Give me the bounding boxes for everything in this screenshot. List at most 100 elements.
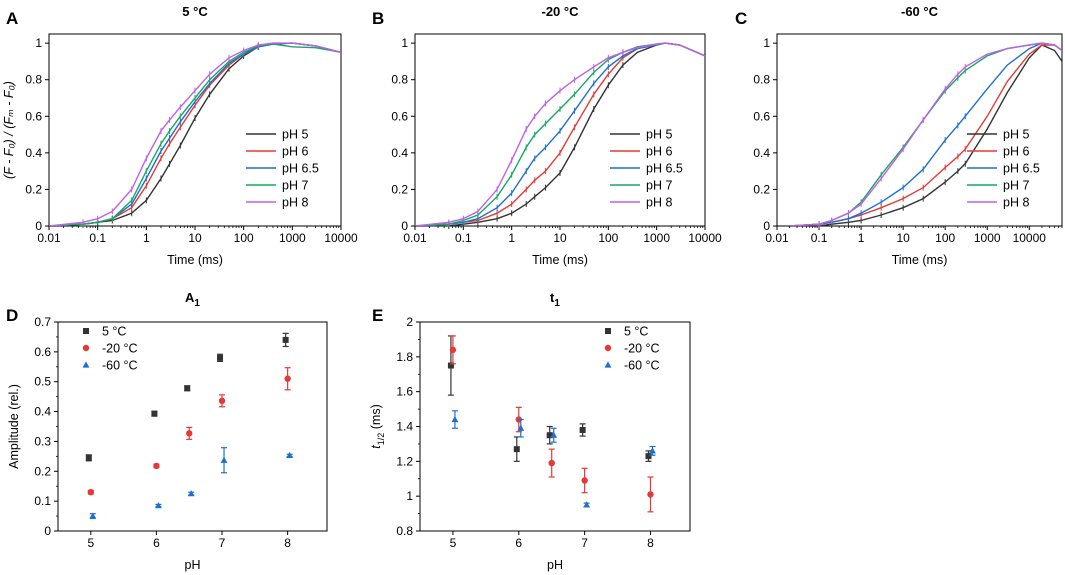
x-axis-label: pH bbox=[547, 558, 563, 572]
y-tick-label: 0 bbox=[401, 219, 408, 233]
marker-triangle bbox=[89, 512, 97, 519]
x-tick-label: 10 bbox=[553, 231, 567, 245]
y-tick-label: 1.8 bbox=[396, 350, 413, 364]
panel-D: 5 6 7 8 0 0.1 0.2 0.3 0.4 0.5 0.6 0.7 pH D A1 Amplitude… bbox=[6, 290, 328, 572]
panel-title: -20 °C bbox=[542, 4, 580, 19]
panel-letter: A bbox=[6, 9, 18, 28]
y-tick-label: 2 bbox=[406, 315, 413, 329]
y-tick-label: 0.2 bbox=[391, 182, 408, 196]
panel-title: -60 °C bbox=[901, 4, 939, 19]
panel-title: A1 bbox=[185, 290, 200, 309]
marker-square bbox=[83, 328, 89, 334]
x-tick-label: 10000 bbox=[324, 231, 358, 245]
marker-square bbox=[447, 362, 454, 369]
x-tick-label: 1 bbox=[508, 231, 515, 245]
x-axis-label: pH bbox=[185, 558, 201, 572]
y-tick-label: 0 bbox=[44, 524, 51, 538]
x-tick-label: 8 bbox=[647, 536, 654, 550]
marker-square bbox=[579, 426, 586, 433]
legend-label: pH 6.5 bbox=[1003, 162, 1040, 176]
y-tick-label: 0.4 bbox=[34, 405, 51, 419]
y-tick-label: 0.4 bbox=[391, 146, 408, 160]
marker-square bbox=[184, 385, 191, 392]
y-tick-label: 0.6 bbox=[34, 345, 51, 359]
panel-letter: C bbox=[735, 9, 747, 28]
marker-triangle bbox=[517, 424, 525, 431]
x-axis-label: Time (ms) bbox=[892, 253, 948, 267]
x-axis-label: Time (ms) bbox=[167, 253, 223, 267]
y-tick-label: 1 bbox=[406, 489, 413, 503]
y-tick-label: 0.6 bbox=[753, 109, 770, 123]
y-tick-label: 0.3 bbox=[34, 434, 51, 448]
panel-C: 0.01 0.1 1 10 100 1000 10000 0 0.2 0.4 0.6 0.8 1 Time… bbox=[735, 4, 1063, 267]
legend-label: 5 °C bbox=[624, 325, 648, 339]
legend-label: pH 5 bbox=[646, 128, 672, 142]
y-tick-label: 0.6 bbox=[25, 109, 42, 123]
y-tick-label: 0.2 bbox=[25, 182, 42, 196]
marker-circle bbox=[284, 375, 291, 382]
marker-circle bbox=[87, 488, 95, 496]
y-tick-label: 0.1 bbox=[34, 494, 51, 508]
x-tick-label: 5 bbox=[87, 536, 94, 550]
curve-ph-7 bbox=[49, 43, 341, 226]
marker-square bbox=[645, 453, 652, 460]
marker-circle bbox=[218, 397, 226, 405]
panel-title-main: A bbox=[185, 290, 195, 305]
legend-label: pH 5 bbox=[1003, 128, 1029, 142]
x-tick-label: 7 bbox=[219, 536, 226, 550]
marker-triangle bbox=[550, 431, 558, 438]
y-tick-label: 1.4 bbox=[396, 420, 413, 434]
marker-circle bbox=[449, 346, 457, 354]
y-tick-label: 0.8 bbox=[396, 524, 413, 538]
x-tick-label: 10 bbox=[188, 231, 202, 245]
y-tick-label: 1.2 bbox=[396, 454, 413, 468]
x-tick-label: 0.1 bbox=[89, 231, 106, 245]
x-tick-label: 100 bbox=[935, 231, 955, 245]
x-tick-label: 1 bbox=[143, 231, 150, 245]
marker-triangle bbox=[604, 361, 612, 368]
y-tick-label: 1 bbox=[763, 36, 770, 50]
marker-triangle bbox=[451, 415, 459, 423]
marker-square bbox=[605, 328, 611, 334]
legend-label: pH 6 bbox=[1003, 145, 1029, 159]
x-tick-label: 1000 bbox=[279, 231, 306, 245]
x-tick-label: 0.1 bbox=[455, 231, 472, 245]
x-tick-label: 10000 bbox=[1013, 231, 1047, 245]
x-tick-label: 1000 bbox=[974, 231, 1001, 245]
x-tick-label: 10 bbox=[896, 231, 910, 245]
legend-label: -20 °C bbox=[102, 342, 138, 356]
panel-title-main: -60 °C bbox=[901, 4, 939, 19]
panel-title-subscript: 1 bbox=[554, 298, 560, 309]
marker-circle bbox=[647, 491, 654, 498]
x-tick-label: 100 bbox=[234, 231, 254, 245]
marker-square bbox=[85, 454, 92, 461]
y-tick-label: 0.2 bbox=[753, 182, 770, 196]
marker-circle bbox=[82, 344, 90, 352]
plot-frame bbox=[776, 33, 1063, 227]
y-axis-label: Amplitude (rel.) bbox=[7, 384, 21, 469]
y-tick-label: 0.4 bbox=[753, 146, 770, 160]
panel-title-subscript: 1 bbox=[194, 298, 200, 309]
legend-label: pH 7 bbox=[1003, 179, 1029, 193]
marker-circle bbox=[581, 477, 588, 484]
y-label-main: t bbox=[369, 445, 383, 449]
y-tick-label: 0.8 bbox=[753, 73, 770, 87]
marker-circle bbox=[548, 459, 555, 467]
panel-A: 0.01 0.1 1 10 100 1000 10000 0 0.2 0.4 0.6 0.8 1 Time… bbox=[2, 4, 358, 267]
panel-letter: D bbox=[6, 306, 18, 325]
panel-letter: E bbox=[372, 306, 383, 325]
x-axis-label: Time (ms) bbox=[532, 253, 588, 267]
x-tick-label: 0.1 bbox=[811, 231, 828, 245]
marker-triangle bbox=[286, 451, 294, 459]
panel-title-main: t bbox=[550, 290, 555, 305]
panel-title: t1 bbox=[550, 290, 560, 309]
legend-label: pH 6 bbox=[646, 145, 672, 159]
panel-B: 0.01 0.1 1 10 100 1000 10000 0 0.2 0.4 0.6 0.8 1 Time… bbox=[372, 4, 722, 267]
panel-title: 5 °C bbox=[182, 4, 208, 19]
curve-ph-8 bbox=[49, 42, 341, 226]
y-tick-label: 0.8 bbox=[391, 73, 408, 87]
x-tick-label: 0.01 bbox=[37, 231, 61, 245]
x-tick-label: 6 bbox=[515, 536, 522, 550]
